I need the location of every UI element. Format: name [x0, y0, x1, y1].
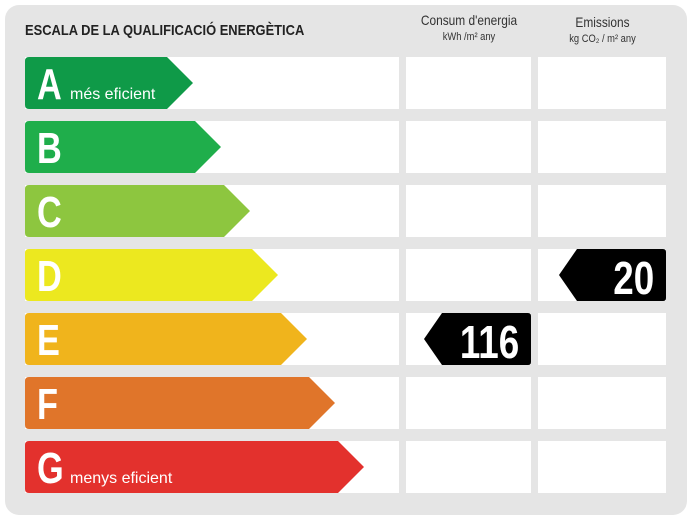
emissions-cell-f [538, 377, 666, 429]
rating-sublabel: més eficient [70, 86, 156, 103]
rating-letter: C [37, 188, 62, 237]
consumption-cell-d [406, 249, 531, 301]
rating-letter: B [37, 124, 62, 173]
rating-arrow-e: E [25, 313, 307, 365]
consumption-label: Consum d'energia [420, 12, 518, 28]
consumption-cell-a [406, 57, 531, 109]
rating-sublabel: menys eficient [70, 470, 173, 487]
emissions-value-badge: 20 [559, 249, 666, 304]
consumption-cell-c [406, 185, 531, 237]
rating-letter: D [37, 252, 62, 301]
emissions-unit: kg CO₂ / m² any [569, 33, 636, 45]
consumption-cell-b [406, 121, 531, 173]
rating-arrow-b: B [25, 121, 221, 173]
emissions-cell-e [538, 313, 666, 365]
consumption-cell-f [406, 377, 531, 429]
consumption-cell-g [406, 441, 531, 493]
emissions-label: Emissions [575, 14, 630, 30]
emissions-cell-g [538, 441, 666, 493]
rating-arrow-c: C [25, 185, 250, 237]
emissions-cell-c [538, 185, 666, 237]
emissions-cell-a [538, 57, 666, 109]
rating-letter: F [37, 380, 58, 429]
emissions-header: Emissions kg CO₂ / m² any [538, 14, 667, 45]
emissions-cell-b [538, 121, 666, 173]
consumption-value: 116 [459, 316, 519, 368]
rating-arrow-f: F [25, 377, 335, 429]
rating-letter: G [37, 444, 64, 493]
consumption-unit: kWh /m² any [442, 31, 496, 43]
rating-letter: A [37, 60, 62, 109]
label-title: ESCALA DE LA QUALIFICACIÓ ENERGÈTICA [25, 22, 305, 39]
consumption-header: Consum d'energia kWh /m² any [406, 12, 532, 43]
emissions-value: 20 [613, 252, 654, 304]
rating-arrow-d: D [25, 249, 278, 301]
consumption-value-badge: 116 [424, 313, 531, 368]
rating-letter: E [37, 316, 60, 365]
